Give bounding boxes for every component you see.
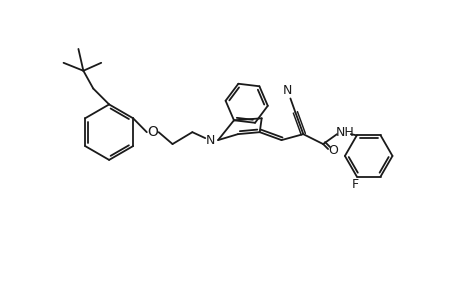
Text: F: F: [351, 178, 358, 191]
Text: O: O: [147, 125, 158, 139]
Text: NH: NH: [335, 126, 353, 139]
Text: N: N: [282, 84, 291, 97]
Text: N: N: [205, 134, 214, 147]
Text: O: O: [327, 145, 337, 158]
